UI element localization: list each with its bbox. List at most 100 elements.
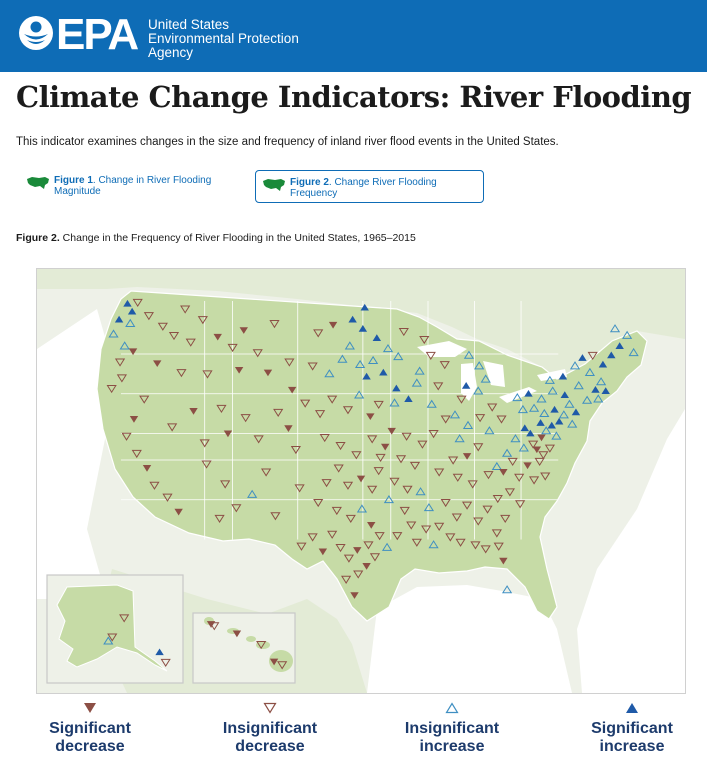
site-marker-insig-dec <box>409 461 421 471</box>
site-marker-insig-dec <box>106 384 117 394</box>
site-marker-insig-dec <box>492 494 503 504</box>
site-marker-insig-dec <box>473 517 484 526</box>
site-marker-insig-inc <box>382 343 394 353</box>
site-marker-insig-inc <box>541 426 552 435</box>
site-marker-insig-dec <box>487 403 498 412</box>
site-marker-sig-dec <box>142 464 152 472</box>
site-marker-insig-inc <box>337 354 348 363</box>
site-marker-insig-dec <box>202 370 213 379</box>
site-marker-sig-dec <box>387 427 396 435</box>
site-marker-sig-dec <box>462 453 472 460</box>
site-marker-insig-inc <box>354 390 365 399</box>
site-marker-insig-inc <box>544 375 555 384</box>
site-marker-insig-dec <box>277 661 288 670</box>
site-marker-insig-dec <box>470 541 481 550</box>
tab-figure-2[interactable]: Figure 2. Change River Flooding Frequenc… <box>255 170 484 203</box>
site-marker-insig-inc <box>383 495 395 504</box>
site-marker-insig-dec <box>296 542 307 551</box>
site-marker-insig-inc <box>536 394 547 403</box>
site-marker-sig-inc <box>461 382 471 389</box>
site-marker-insig-inc <box>462 420 474 429</box>
map-canvas <box>37 269 685 693</box>
site-marker-sig-dec <box>263 369 273 377</box>
site-marker-insig-dec <box>461 501 473 510</box>
site-marker-insig-dec <box>540 472 551 481</box>
site-marker-insig-dec <box>139 395 150 404</box>
site-marker-insig-dec <box>433 382 444 391</box>
site-marker-insig-inc <box>539 408 550 418</box>
site-marker-insig-dec <box>327 395 338 404</box>
us-map-icon <box>263 179 285 191</box>
site-marker-sig-dec <box>367 521 376 529</box>
site-marker-insig-dec <box>440 415 451 424</box>
site-marker-insig-dec <box>167 423 178 432</box>
site-marker-sig-inc <box>554 417 564 425</box>
site-markers-alaska <box>103 614 171 668</box>
site-marker-insig-inc <box>518 443 529 452</box>
site-marker-insig-inc <box>247 489 258 498</box>
site-marker-insig-inc <box>474 361 485 370</box>
site-marker-insig-dec <box>185 338 196 347</box>
site-marker-insig-dec <box>261 468 272 477</box>
site-marker-insig-dec <box>504 488 515 497</box>
site-marker-insig-dec <box>240 414 251 423</box>
site-marker-insig-dec <box>538 451 549 460</box>
site-marker-insig-inc <box>628 347 639 357</box>
site-marker-insig-inc <box>491 461 502 471</box>
epa-flower-logo-icon[interactable] <box>18 15 54 51</box>
site-marker-sig-inc <box>379 368 388 376</box>
site-marker-insig-dec <box>121 432 132 441</box>
site-marker-sig-dec <box>189 408 198 415</box>
site-marker-insig-dec <box>528 476 540 485</box>
site-marker-insig-dec <box>373 467 384 476</box>
site-marker-insig-dec <box>119 614 130 623</box>
site-marker-sig-dec <box>128 348 138 356</box>
site-marker-insig-dec <box>369 553 381 562</box>
site-marker-insig-dec <box>507 457 518 467</box>
site-marker-insig-dec <box>313 498 324 508</box>
site-marker-insig-dec <box>480 545 491 554</box>
site-marker-insig-dec <box>341 575 352 584</box>
triangle-down-open-icon <box>263 702 277 714</box>
site-marker-sig-dec <box>284 425 293 432</box>
agency-line-3: Agency <box>148 45 194 60</box>
site-marker-sig-dec <box>523 462 532 470</box>
site-marker-insig-dec <box>587 351 598 361</box>
figure-caption: Figure 2. Change in the Frequency of Riv… <box>16 232 416 244</box>
site-marker-insig-dec <box>514 473 525 482</box>
site-marker-sig-inc <box>392 384 401 392</box>
site-marker-insig-dec <box>214 514 225 524</box>
site-marker-insig-dec <box>482 505 493 514</box>
site-marker-sig-inc <box>571 408 581 416</box>
site-marker-sig-inc <box>127 307 137 315</box>
site-marker-insig-dec <box>107 633 118 642</box>
site-marker-insig-inc <box>393 351 404 361</box>
triangle-up-open-icon <box>445 702 459 714</box>
site-marker-sig-dec <box>287 386 297 394</box>
site-marker-insig-inc <box>108 329 119 338</box>
site-marker-sig-dec <box>269 658 279 666</box>
site-marker-insig-inc <box>512 392 523 402</box>
site-marker-insig-inc <box>368 355 379 365</box>
site-marker-sig-inc <box>372 334 382 342</box>
site-marker-insig-dec <box>467 480 478 489</box>
site-marker-insig-inc <box>573 381 584 390</box>
site-marker-insig-dec <box>149 481 160 490</box>
site-marker-insig-dec <box>440 498 451 508</box>
site-marker-sig-inc <box>550 405 559 413</box>
site-marker-insig-dec <box>373 400 384 410</box>
site-marker-insig-dec <box>544 444 555 453</box>
legend-label: Significant decrease <box>49 720 131 755</box>
lake-huron <box>483 361 505 387</box>
epa-logo-text[interactable]: EPA <box>56 10 139 59</box>
site-marker-insig-dec <box>114 358 126 367</box>
site-marker-insig-dec <box>216 404 227 414</box>
site-marker-sig-dec <box>499 468 508 476</box>
site-marker-insig-dec <box>343 554 355 563</box>
site-marker-sig-inc <box>558 372 568 380</box>
tab-figure-1[interactable]: Figure 1. Change in River Flooding Magni… <box>26 175 236 197</box>
site-marker-sig-dec <box>532 446 542 454</box>
site-marker-sig-dec <box>537 434 546 442</box>
header-banner: EPA United States Environmental Protecti… <box>0 0 707 72</box>
site-marker-sig-dec <box>213 333 222 341</box>
